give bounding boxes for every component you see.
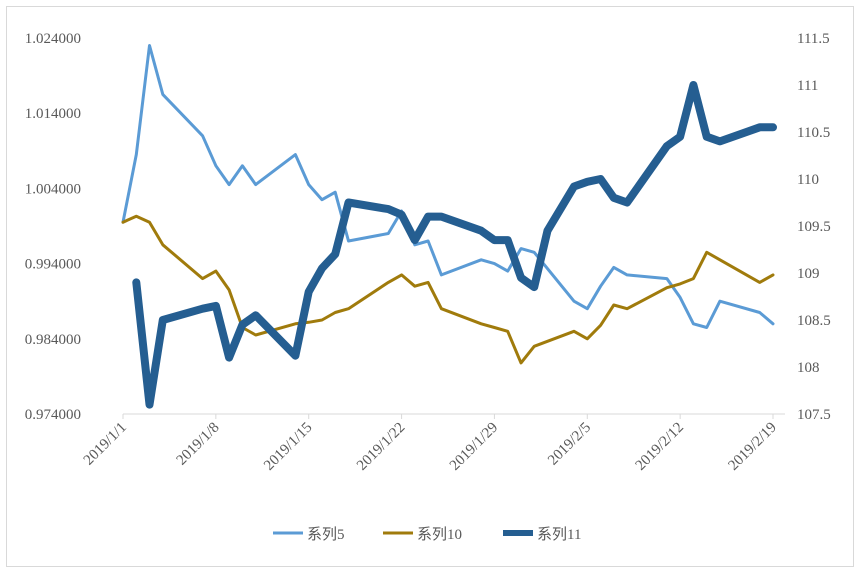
x-tick-label: 2019/1/1 (81, 420, 130, 469)
x-tick-label: 2019/2/12 (633, 420, 687, 474)
series-line-1 (121, 44, 775, 329)
y-right-axis-ticks: 107.5 108 108.5 109 109.5 110 110.5 111 111.5 (797, 31, 831, 423)
chart-canvas: 2019/1/1 2019/1/8 2019/1/15 2019/1/22 2019/1… (25, 31, 831, 543)
x-tick-label: 2019/1/29 (447, 420, 501, 474)
y-left-tick-label: 1.024000 (25, 31, 81, 47)
y-right-tick-label: 111.5 (797, 31, 830, 47)
y-left-tick-label: 0.984000 (25, 332, 81, 348)
y-right-tick-label: 108.5 (797, 313, 831, 329)
y-right-tick-label: 108 (797, 360, 820, 376)
x-tick-label: 2019/1/22 (354, 420, 408, 474)
legend-label: 系列5 (307, 526, 345, 543)
series-layer (121, 44, 777, 409)
y-right-tick-label: 111 (797, 78, 818, 94)
legend-label: 系列11 (537, 526, 581, 543)
x-tick-label: 2019/2/19 (725, 420, 779, 474)
chart-frame: 2019/1/1 2019/1/8 2019/1/15 2019/1/22 2019/1… (6, 6, 854, 567)
y-left-tick-label: 0.974000 (25, 407, 81, 423)
y-right-tick-label: 109.5 (797, 219, 831, 235)
x-tick-label: 2019/1/8 (174, 420, 223, 469)
series-line-3 (132, 81, 777, 409)
legend-label: 系列10 (417, 526, 462, 543)
x-tick-label: 2019/2/5 (545, 420, 594, 469)
x-tick-label: 2019/1/15 (261, 420, 315, 474)
y-right-tick-label: 110.5 (797, 125, 830, 141)
y-left-axis-ticks: 0.974000 0.984000 0.994000 1.004000 1.014000… (25, 31, 81, 423)
y-left-tick-label: 1.014000 (25, 106, 81, 122)
x-axis-ticks: 2019/1/1 2019/1/8 2019/1/15 2019/1/22 2019/1… (81, 414, 780, 474)
y-left-tick-label: 1.004000 (25, 181, 81, 197)
series-line-2 (121, 214, 775, 365)
legend: 系列5 系列10 系列11 (273, 526, 581, 543)
y-right-tick-label: 109 (797, 266, 820, 282)
y-right-tick-label: 107.5 (797, 407, 831, 423)
y-right-tick-label: 110 (797, 172, 819, 188)
y-left-tick-label: 0.994000 (25, 257, 81, 273)
